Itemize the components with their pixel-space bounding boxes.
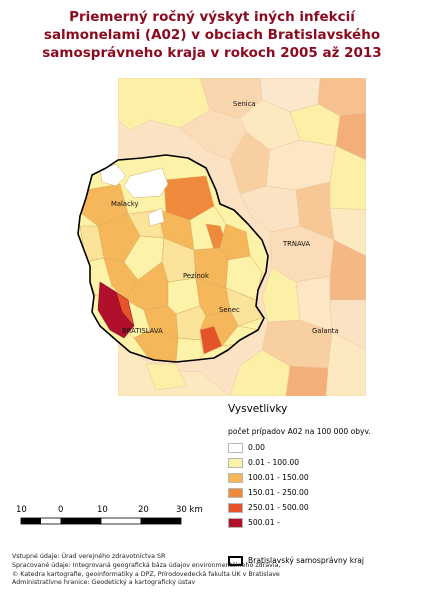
region-boundary (77, 154, 269, 363)
legend-class-label: 500.01 - (248, 518, 280, 527)
place-label-senica: Senica (233, 100, 256, 108)
neighbour-municipalities (118, 78, 366, 396)
scale-label: 10 (97, 505, 108, 515)
legend-class-label: 100.01 - 150.00 (248, 473, 309, 482)
legend-boundary-label: Bratislavský samosprávny kraj (248, 556, 364, 565)
legend-swatch (228, 503, 243, 513)
legend-class-label: 150.01 - 250.00 (248, 488, 309, 497)
place-label-bratislava: BRATISLAVA (122, 327, 163, 335)
legend-swatch (228, 443, 243, 453)
legend-class-label: 0.01 - 100.00 (248, 458, 300, 467)
legend-subtitle: počet prípadov A02 na 100 000 obyv. (228, 427, 371, 436)
legend-class-label: 0.00 (248, 443, 265, 452)
legend-swatch (228, 473, 243, 483)
scale-bar: 10 0 10 20 30 km (16, 505, 203, 539)
legend: Vysvetlivky počet prípadov A02 na 100 00… (216, 397, 371, 542)
source-credits: Vstupné údaje: Úrad verejného zdravotníc… (12, 553, 280, 588)
legend-swatch (228, 518, 243, 528)
legend-class-label: 250.01 - 500.00 (248, 503, 309, 512)
scale-label: 10 (16, 505, 27, 515)
legend-title: Vysvetlivky (228, 403, 288, 415)
scale-label: 20 (138, 505, 149, 515)
place-label-senec: Senec (219, 306, 240, 314)
map-title-line-3: samosprávneho kraja v rokoch 2005 až 201… (42, 45, 382, 61)
map-title-line-2: salmonelami (A02) v obciach Bratislavské… (43, 27, 381, 43)
scale-label: 0 (58, 505, 64, 515)
map-title: Priemerný ročný výskyt iných infekcií sa… (10, 8, 414, 62)
legend-swatch (228, 488, 243, 498)
place-label-trnava: TRNAVA (282, 240, 310, 248)
map-title-line-1: Priemerný ročný výskyt iných infekcií (69, 9, 355, 25)
scale-label: 30 km (176, 505, 203, 515)
scale-bar-graphic (20, 517, 182, 525)
credit-line: Vstupné údaje: Úrad verejného zdravotníc… (12, 553, 166, 560)
boundary-swatch (228, 556, 243, 566)
place-label-malacky: Malacky (111, 200, 139, 208)
place-label-galanta: Galanta (312, 327, 339, 335)
bratislava-region (78, 155, 268, 362)
credit-line: Spracované údaje: Integrovaná geografick… (12, 561, 281, 569)
credit-line: © Katedra kartografie, geoinformatiky a … (12, 570, 280, 578)
place-label-pezinok: Pezinok (183, 272, 209, 280)
legend-swatch (228, 458, 243, 468)
credit-line: Administratívne hranice: Geodetický a ka… (12, 579, 196, 587)
